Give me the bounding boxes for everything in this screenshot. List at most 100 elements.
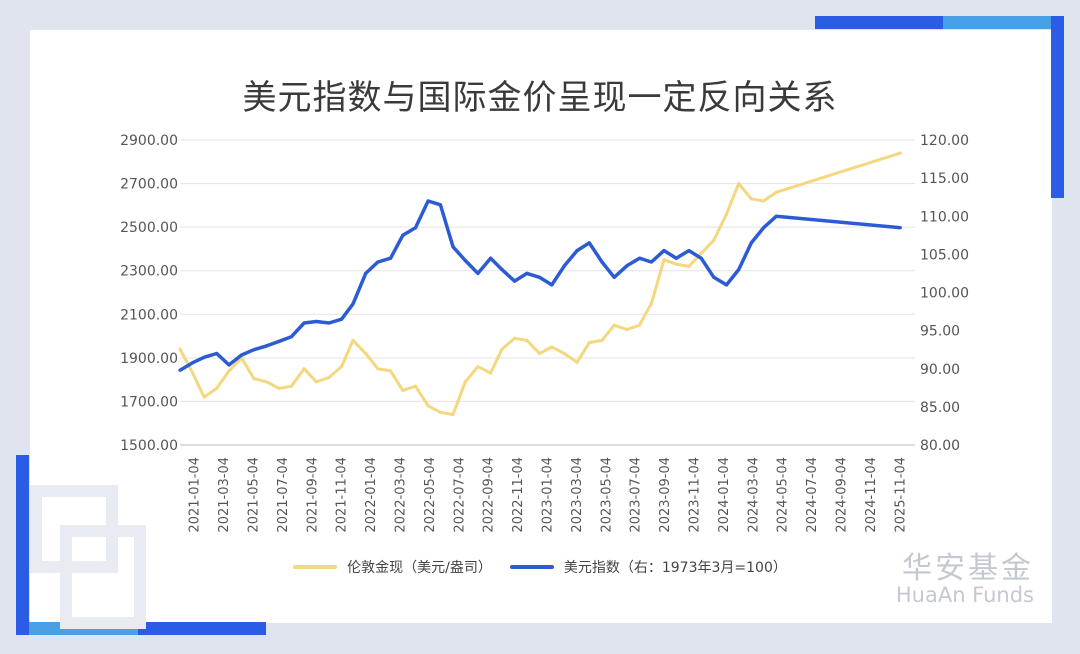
corner-outline-shape-2 (60, 525, 146, 629)
dollar-index-point (302, 321, 306, 325)
y-right-tick-label: 110.00 (920, 209, 969, 225)
dollar-index-point (637, 256, 642, 260)
legend-item-dxy: 美元指数（右：1973年3月=100） (509, 557, 787, 577)
left-accent-dark (16, 455, 29, 635)
dollar-index-point (327, 321, 331, 325)
gold-price-point (687, 264, 691, 268)
dollar-index-point (762, 226, 766, 230)
y-left-tick-label: 1500.00 (120, 438, 178, 454)
dollar-index-point (351, 302, 355, 306)
x-tick-label: 2021-05-04 (247, 457, 262, 533)
gold-price-point (712, 238, 716, 242)
x-tick-label: 2023-07-04 (629, 457, 644, 533)
gold-price-point (699, 251, 703, 255)
y-right-tick-label: 90.00 (920, 362, 960, 378)
dollar-index-point (389, 256, 393, 260)
dollar-index-point (364, 271, 368, 275)
brand-name-cn: 华安基金 (902, 551, 1034, 586)
right-accent-dark (1051, 16, 1064, 198)
x-tick-label: 2024-09-04 (835, 457, 850, 533)
top-accent-dark (815, 16, 943, 29)
y-right-tick-label: 120.00 (920, 133, 969, 149)
x-tick-label: 2024-05-04 (776, 457, 791, 533)
dollar-index-point (489, 256, 493, 260)
dollar-index-point (264, 344, 269, 348)
y-left-tick-label: 2500.00 (120, 220, 178, 236)
legend-swatch-dxy (509, 565, 554, 569)
brand-name-en: HuaAn Funds (895, 583, 1034, 607)
gold-price-point (625, 327, 629, 332)
y-left-tick-label: 2300.00 (120, 264, 178, 280)
gold-price-point (724, 212, 729, 216)
dollar-index-point (712, 275, 716, 279)
gold-price-point (314, 380, 318, 384)
dollar-index-point (525, 271, 529, 275)
dollar-index-point (699, 256, 703, 260)
y-right-tick-label: 100.00 (920, 286, 969, 302)
x-tick-label: 2024-11-04 (864, 457, 879, 533)
dollar-index-point (774, 214, 778, 218)
dollar-index-point (289, 335, 293, 339)
dollar-index-point (191, 361, 195, 365)
dollar-index-point (625, 264, 629, 268)
legend: 伦敦金现（美元/盎司） 美元指数（右：1973年3月=100） (0, 557, 1080, 577)
dollar-index-point (724, 283, 729, 287)
legend-label-dxy: 美元指数（右：1973年3月=100） (563, 560, 787, 576)
dollar-index-point (500, 268, 504, 272)
gold-price-point (289, 384, 293, 388)
y-right-tick-label: 80.00 (920, 438, 960, 454)
gold-price-point (600, 338, 604, 342)
gold-price-point (264, 380, 269, 384)
gold-price-point (438, 410, 442, 414)
dollar-index-point (413, 226, 418, 230)
gold-price-point (550, 345, 554, 349)
chart-card (30, 30, 1052, 623)
x-tick-label: 2023-05-04 (599, 457, 614, 533)
gold-price-point (327, 375, 331, 380)
gold-price-point (662, 258, 666, 262)
gold-price-point (191, 371, 195, 375)
gold-price-point (451, 412, 455, 417)
x-tick-label: 2021-09-04 (305, 457, 320, 533)
gold-price-point (774, 190, 778, 194)
dollar-index-point (463, 258, 467, 263)
y-left-tick-label: 2100.00 (120, 307, 178, 323)
dollar-index-point (451, 245, 455, 249)
dollar-index-point (202, 355, 206, 359)
gold-price-point (252, 377, 256, 381)
dollar-index-point (649, 260, 654, 264)
legend-swatch-gold (293, 565, 338, 569)
gold-price-point (537, 351, 542, 356)
dollar-index-point (476, 271, 480, 275)
dollar-index-point (513, 279, 517, 283)
dollar-index-point (240, 353, 244, 357)
gold-price-point (215, 386, 219, 390)
x-tick-label: 2022-09-04 (482, 457, 497, 533)
x-tick-label: 2023-11-04 (688, 457, 703, 533)
gold-price-point (413, 384, 418, 388)
x-tick-label: 2025-11-04 (893, 457, 908, 533)
gold-price-point (637, 323, 642, 327)
gold-price-point (426, 404, 430, 408)
dollar-index-point (227, 363, 231, 367)
y-left-tick-label: 2700.00 (120, 177, 178, 193)
gold-price-point (525, 338, 529, 342)
dollar-index-point (426, 199, 430, 203)
dollar-index-point (277, 339, 281, 343)
gold-price-point (587, 341, 591, 345)
gold-price-point (489, 371, 493, 375)
dollar-index-point (314, 319, 318, 324)
gold-price-point (562, 351, 567, 356)
y-right-tick-label: 85.00 (920, 400, 960, 416)
gold-price-point (476, 365, 480, 369)
gold-price-point (463, 380, 467, 384)
x-tick-label: 2022-01-04 (364, 457, 379, 533)
gold-price-point (674, 262, 678, 266)
dollar-index-point (575, 249, 579, 253)
gold-price-point (737, 182, 741, 186)
dollar-index-point (215, 351, 219, 356)
dollar-index-point (438, 203, 442, 207)
chart-title: 美元指数与国际金价呈现一定反向关系 (242, 78, 838, 118)
dollar-index-point (550, 283, 554, 287)
y-left-tick-label: 1900.00 (120, 351, 178, 367)
